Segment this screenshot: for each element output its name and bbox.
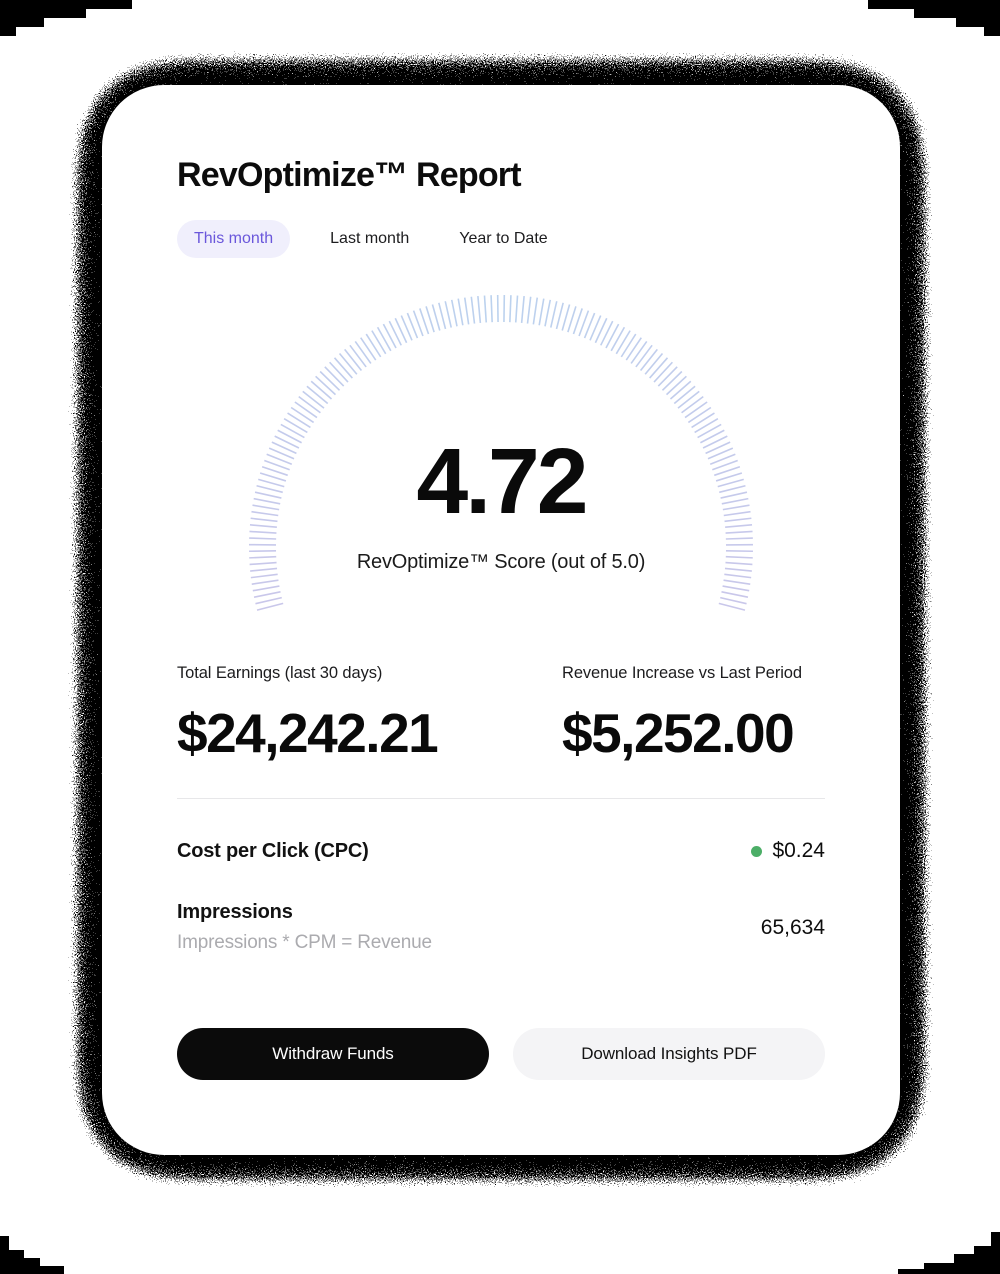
corner-noise-top-left xyxy=(0,0,132,36)
gauge-caption: RevOptimize™ Score (out of 5.0) xyxy=(356,551,646,573)
stat-label: Revenue Increase vs Last Period xyxy=(562,664,802,682)
score-gauge: 4.72 RevOptimize™ Score (out of 5.0) xyxy=(177,291,825,621)
divider xyxy=(177,798,825,799)
stat-revenue-increase: Revenue Increase vs Last Period $5,252.0… xyxy=(562,664,825,761)
metric-sublabel: Impressions * CPM = Revenue xyxy=(177,932,432,953)
report-card: RevOptimize™ Report This month Last mont… xyxy=(102,85,900,1155)
gauge-arc xyxy=(249,295,753,611)
corner-noise-bottom-left xyxy=(0,1236,64,1274)
cpc-value: $0.24 xyxy=(772,839,825,862)
stat-value: $24,242.21 xyxy=(177,702,439,764)
tab-last-month[interactable]: Last month xyxy=(320,220,419,258)
status-dot-icon xyxy=(751,845,763,857)
corner-noise-top-right xyxy=(868,0,1000,36)
corner-noise-bottom-right xyxy=(898,1232,1000,1274)
metric-label: Impressions xyxy=(177,901,293,923)
stat-value: $5,252.00 xyxy=(562,702,795,764)
metric-row-cpc: Cost per Click (CPC) $0.24 xyxy=(177,839,825,863)
download-insights-pdf-button[interactable]: Download Insights PDF xyxy=(513,1028,825,1080)
metric-row-impressions: Impressions Impressions * CPM = Revenue … xyxy=(177,901,825,954)
action-buttons: Withdraw Funds Download Insights PDF xyxy=(177,1028,825,1080)
tab-this-month[interactable]: This month xyxy=(177,220,291,258)
gauge-score-value: 4.72 xyxy=(416,429,588,533)
stat-label: Total Earnings (last 30 days) xyxy=(177,664,383,682)
withdraw-funds-button[interactable]: Withdraw Funds xyxy=(177,1028,489,1080)
metric-value: $0.24 xyxy=(751,839,825,863)
stat-total-earnings: Total Earnings (last 30 days) $24,242.21 xyxy=(177,664,562,761)
metric-label: Cost per Click (CPC) xyxy=(177,839,369,862)
impressions-value: 65,634 xyxy=(760,915,825,939)
impressions-labels: Impressions Impressions * CPM = Revenue xyxy=(177,901,432,954)
tab-year-to-date[interactable]: Year to Date xyxy=(449,220,557,258)
stats-row: Total Earnings (last 30 days) $24,242.21… xyxy=(177,664,825,761)
period-tabs: This month Last month Year to Date xyxy=(177,220,825,258)
page-title: RevOptimize™ Report xyxy=(177,156,522,194)
